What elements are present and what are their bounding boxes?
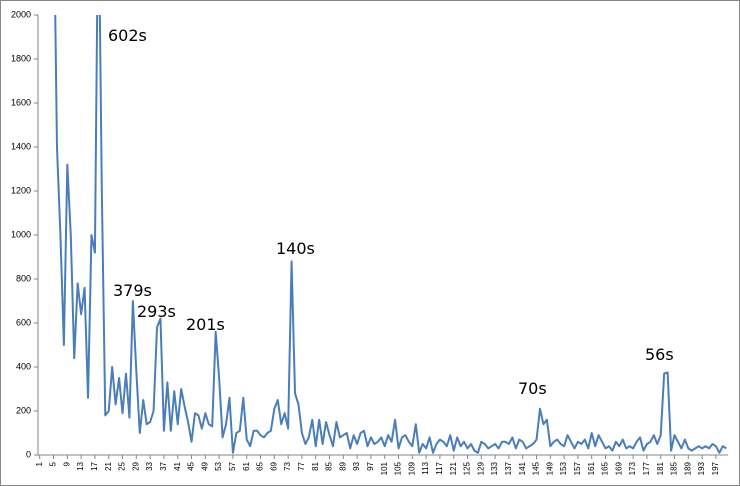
x-tick-label: 21 [104, 461, 113, 470]
data-line [54, 15, 727, 454]
y-tick-label: 0 [26, 449, 31, 459]
x-tick-label: 73 [283, 461, 292, 470]
x-tick-label: 49 [200, 461, 209, 470]
x-tick-label: 197 [711, 461, 720, 475]
x-tick-label: 193 [697, 461, 706, 475]
x-tick-label: 93 [352, 461, 361, 470]
x-tick-label: 113 [421, 461, 430, 474]
x-tick-label: 97 [366, 461, 375, 470]
x-tick-label: 41 [173, 461, 182, 470]
annotation: 201s [186, 315, 225, 334]
x-tick-label: 137 [504, 461, 513, 475]
annotation: 70s [518, 379, 547, 398]
x-tick-label: 105 [394, 461, 403, 475]
annotation: 379s [113, 281, 152, 300]
x-tick-label: 181 [656, 461, 665, 475]
x-tick-label: 109 [407, 461, 416, 475]
x-tick-label: 33 [145, 461, 154, 470]
x-tick-label: 77 [297, 461, 306, 470]
x-tick-label: 81 [311, 461, 320, 470]
x-tick-label: 129 [476, 461, 485, 475]
x-tick-label: 57 [228, 461, 237, 470]
x-tick-label: 185 [670, 461, 679, 475]
annotation: 293s [137, 302, 176, 321]
x-tick-label: 69 [269, 461, 278, 470]
y-tick-label: 400 [16, 361, 31, 371]
x-tick-label: 13 [76, 461, 85, 470]
y-tick-label: 1600 [11, 97, 31, 107]
x-tick-label: 165 [601, 461, 610, 475]
x-tick-label: 89 [338, 461, 347, 470]
x-tick-label: 145 [532, 461, 541, 475]
y-tick-label: 600 [16, 317, 31, 327]
x-tick-label: 169 [614, 461, 623, 475]
x-tick-label: 133 [490, 461, 499, 475]
x-tick-label: 177 [642, 461, 651, 475]
x-tick-label: 29 [131, 461, 140, 470]
y-tick-label: 1000 [11, 229, 31, 239]
y-tick-label: 2000 [11, 9, 31, 19]
x-tick-label: 37 [159, 461, 168, 470]
annotation: 602s [108, 26, 147, 45]
x-tick-label: 117 [435, 461, 444, 474]
x-tick-label: 85 [325, 461, 334, 470]
y-tick-label: 1800 [11, 53, 31, 63]
x-tick-label: 173 [628, 461, 637, 475]
x-tick-label: 141 [518, 461, 527, 475]
x-tick-label: 157 [573, 461, 582, 475]
x-tick-label: 161 [587, 461, 596, 475]
annotation: 140s [276, 239, 315, 258]
x-tick-label: 25 [118, 461, 127, 470]
y-tick-label: 1400 [11, 141, 31, 151]
y-tick-label: 1200 [11, 185, 31, 195]
x-tick-label: 101 [380, 461, 389, 475]
x-tick-label: 9 [62, 461, 71, 466]
x-tick-label: 149 [545, 461, 554, 475]
y-tick-label: 200 [16, 405, 31, 415]
x-tick-label: 125 [463, 461, 472, 475]
x-tick-label: 1 [35, 461, 44, 466]
plot-area [54, 15, 727, 454]
x-tick-label: 121 [449, 461, 458, 475]
x-tick-label: 17 [90, 461, 99, 470]
x-tick-label: 153 [559, 461, 568, 475]
x-tick-label: 45 [187, 461, 196, 470]
x-tick-label: 189 [683, 461, 692, 475]
x-tick-label: 65 [256, 461, 265, 470]
y-tick-label: 800 [16, 273, 31, 283]
x-tick-label: 53 [214, 461, 223, 470]
x-tick-label: 61 [242, 461, 251, 470]
x-tick-label: 5 [49, 461, 58, 466]
annotation: 56s [645, 345, 674, 364]
